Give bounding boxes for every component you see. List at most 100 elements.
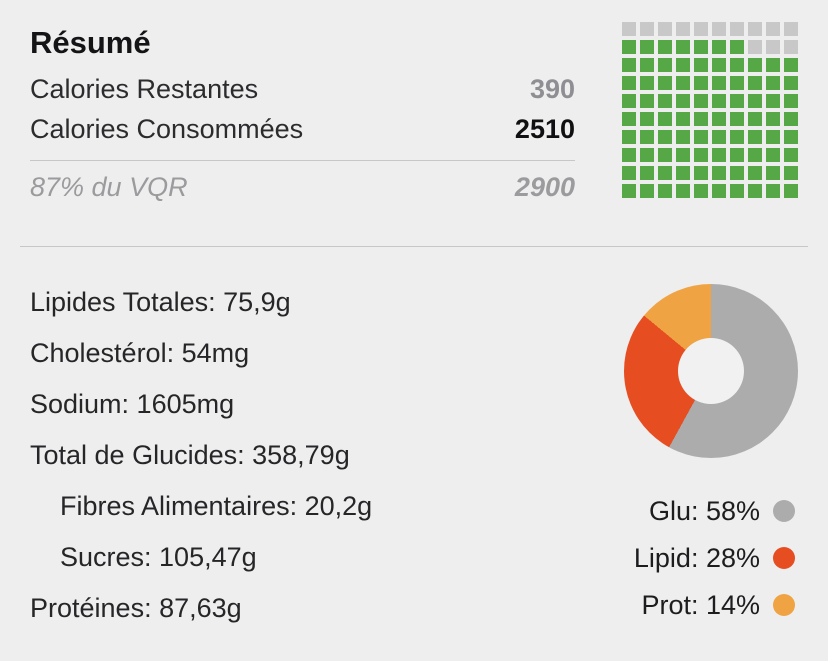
- waffle-cell: [658, 112, 672, 126]
- legend-dot: [773, 594, 795, 616]
- waffle-cell: [676, 148, 690, 162]
- waffle-cell: [658, 58, 672, 72]
- waffle-cell: [712, 40, 726, 54]
- waffle-cell: [784, 130, 798, 144]
- waffle-cell: [622, 58, 636, 72]
- waffle-cell: [748, 184, 762, 198]
- waffle-cell: [730, 58, 744, 72]
- legend-protein-label: Prot: 14%: [641, 590, 760, 620]
- waffle-cell: [676, 130, 690, 144]
- waffle-cell: [640, 112, 654, 126]
- waffle-cell: [712, 112, 726, 126]
- waffle-cell: [784, 40, 798, 54]
- waffle-cell: [730, 76, 744, 90]
- summary-divider: [30, 160, 575, 161]
- waffle-cell: [730, 22, 744, 36]
- waffle-cell: [766, 148, 780, 162]
- waffle-cell: [748, 76, 762, 90]
- waffle-cell: [712, 166, 726, 180]
- summary-row-consumed: Calories Consommées 2510: [30, 112, 575, 146]
- waffle-cell: [622, 76, 636, 90]
- waffle-cell: [658, 94, 672, 108]
- waffle-cell: [784, 22, 798, 36]
- waffle-cell: [766, 76, 780, 90]
- waffle-cell: [730, 184, 744, 198]
- waffle-cell: [748, 148, 762, 162]
- waffle-cell: [640, 184, 654, 198]
- waffle-cell: [640, 94, 654, 108]
- waffle-cell: [748, 22, 762, 36]
- nutrient-protein: Protéines: 87,63g: [30, 593, 242, 623]
- waffle-cell: [784, 166, 798, 180]
- nutrient-total-fat: Lipides Totales: 75,9g: [30, 287, 291, 317]
- waffle-cell: [748, 130, 762, 144]
- waffle-cell: [748, 94, 762, 108]
- waffle-cell: [766, 112, 780, 126]
- legend-fat-label: Lipid: 28%: [633, 543, 760, 573]
- waffle-cell: [748, 112, 762, 126]
- legend-carbs-label: Glu: 58%: [648, 496, 760, 526]
- waffle-cell: [658, 184, 672, 198]
- waffle-cell: [694, 130, 708, 144]
- waffle-cell: [712, 130, 726, 144]
- calories-consumed-value: 2510: [514, 114, 575, 144]
- waffle-cell: [676, 112, 690, 126]
- waffle-cell: [676, 40, 690, 54]
- waffle-cell: [766, 94, 780, 108]
- waffle-cell: [694, 76, 708, 90]
- waffle-cell: [694, 184, 708, 198]
- page-title: Résumé: [30, 25, 151, 60]
- waffle-cell: [658, 22, 672, 36]
- waffle-cell: [640, 76, 654, 90]
- donut-hole: [678, 338, 744, 404]
- waffle-cell: [712, 148, 726, 162]
- waffle-cell: [622, 184, 636, 198]
- waffle-cell: [748, 58, 762, 72]
- waffle-cell: [766, 22, 780, 36]
- donut-chart: [624, 284, 798, 458]
- waffle-cell: [658, 130, 672, 144]
- nutrient-list: Lipides Totales: 75,9g Cholestérol: 54mg…: [30, 288, 590, 645]
- waffle-cell: [730, 148, 744, 162]
- waffle-cell: [658, 148, 672, 162]
- waffle-cell: [748, 40, 762, 54]
- waffle-cell: [712, 76, 726, 90]
- nutrient-total-carbs: Total de Glucides: 358,79g: [30, 440, 350, 470]
- calories-consumed-label: Calories Consommées: [30, 114, 304, 144]
- waffle-cell: [730, 130, 744, 144]
- waffle-cell: [640, 130, 654, 144]
- waffle-cell: [640, 166, 654, 180]
- waffle-cell: [676, 184, 690, 198]
- waffle-cell: [766, 166, 780, 180]
- waffle-cell: [640, 40, 654, 54]
- nutrient-fiber: Fibres Alimentaires: 20,2g: [60, 491, 373, 521]
- waffle-cell: [622, 40, 636, 54]
- waffle-cell: [694, 40, 708, 54]
- waffle-cell: [622, 112, 636, 126]
- section-divider: [20, 246, 808, 247]
- waffle-cell: [658, 166, 672, 180]
- waffle-cell: [622, 22, 636, 36]
- waffle-cell: [766, 130, 780, 144]
- calories-remaining-label: Calories Restantes: [30, 74, 259, 104]
- waffle-cell: [676, 58, 690, 72]
- legend-row-carbs: Glu: 58%: [634, 494, 795, 528]
- waffle-cell: [658, 40, 672, 54]
- waffle-cell: [730, 94, 744, 108]
- waffle-cell: [730, 112, 744, 126]
- waffle-cell: [622, 94, 636, 108]
- waffle-cell: [694, 22, 708, 36]
- waffle-cell: [784, 58, 798, 72]
- waffle-cell: [784, 76, 798, 90]
- nutrient-cholesterol: Cholestérol: 54mg: [30, 338, 250, 368]
- waffle-cell: [640, 58, 654, 72]
- waffle-cell: [730, 40, 744, 54]
- waffle-cell: [622, 166, 636, 180]
- calories-remaining-value: 390: [529, 74, 575, 104]
- waffle-cell: [694, 58, 708, 72]
- waffle-cell: [676, 22, 690, 36]
- waffle-cell: [622, 130, 636, 144]
- waffle-cell: [712, 184, 726, 198]
- legend-dot: [773, 547, 795, 569]
- waffle-cell: [730, 166, 744, 180]
